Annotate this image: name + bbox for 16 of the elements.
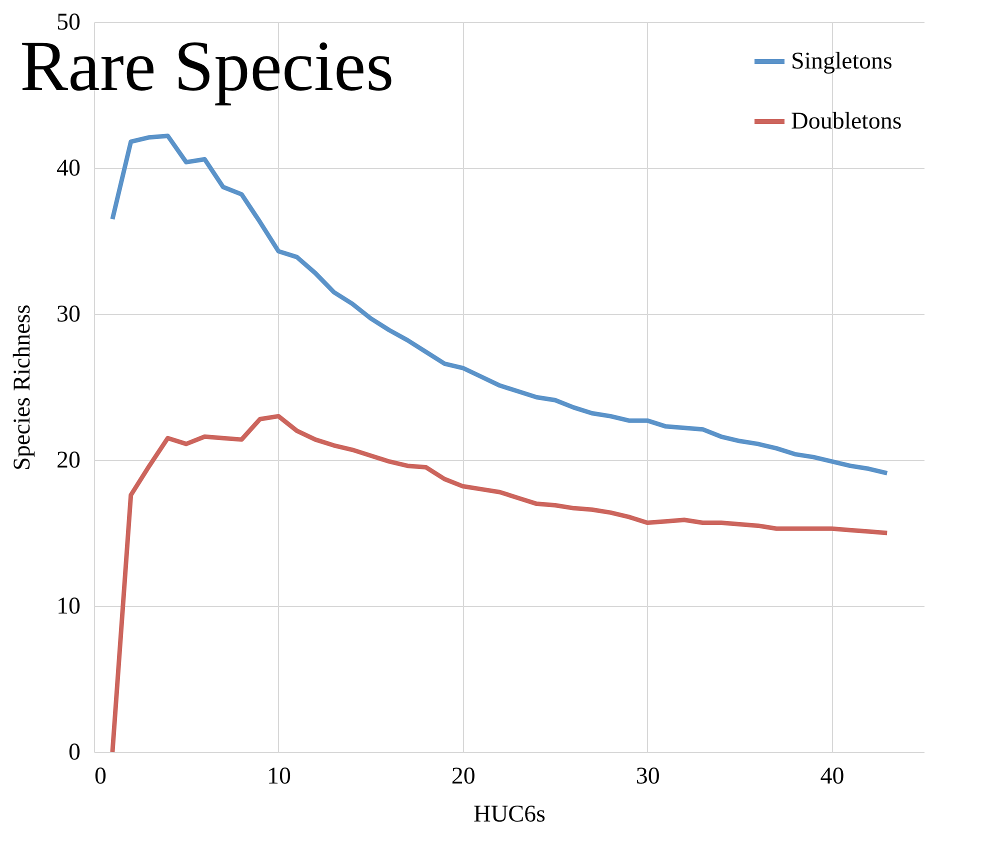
legend-label: Doubletons xyxy=(791,108,902,134)
y-axis-title: Species Richness xyxy=(10,304,36,470)
x-tick-label: 10 xyxy=(266,764,291,790)
x-tick-label: 30 xyxy=(636,764,660,790)
x-tick-label: 40 xyxy=(820,764,844,790)
legend-label: Singletons xyxy=(791,48,892,74)
line-series xyxy=(110,134,890,476)
y-tick-label: 20 xyxy=(56,448,80,474)
y-tick-label: 10 xyxy=(56,594,80,620)
y-tick-label: 0 xyxy=(68,740,80,766)
x-tick-label: 0 xyxy=(94,764,106,790)
y-tick-label: 30 xyxy=(56,302,80,328)
y-tick-label: 40 xyxy=(56,156,80,182)
x-tick-label: 20 xyxy=(451,764,476,790)
line-series xyxy=(110,414,890,754)
x-axis-title: HUC6s xyxy=(473,802,546,828)
